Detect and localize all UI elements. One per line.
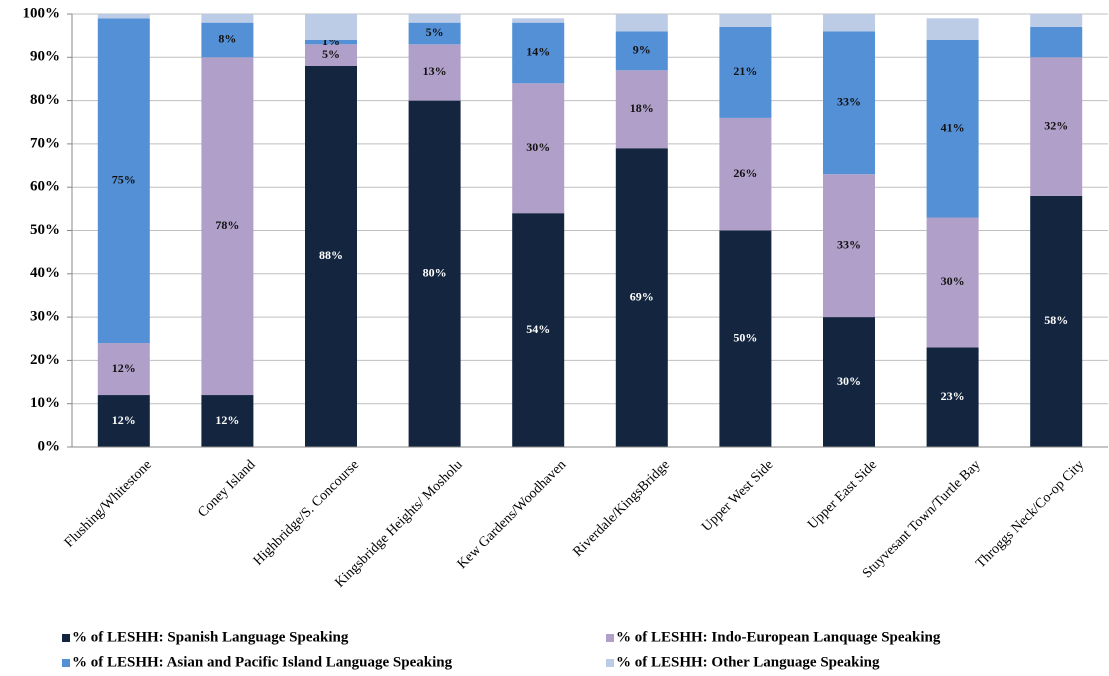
value-label: 12% <box>112 413 136 427</box>
y-tick-label: 60% <box>30 179 60 195</box>
bar-segment <box>1030 57 1083 196</box>
y-tick-label: 10% <box>30 395 60 411</box>
bar-segment <box>926 18 979 40</box>
value-label: 78% <box>215 218 239 232</box>
x-tick-label: Highbridge/S. Concourse <box>251 457 362 568</box>
value-label: 75% <box>112 172 136 186</box>
bar-segment <box>201 14 254 23</box>
bar-segment <box>201 57 254 396</box>
y-tick-label: 90% <box>30 49 60 65</box>
bar-segment <box>1030 195 1083 447</box>
bar-segment <box>512 22 565 84</box>
bar-segment <box>926 347 979 447</box>
bar-segment <box>201 395 254 447</box>
bar-segment <box>305 14 357 40</box>
bar-segment <box>615 31 668 71</box>
y-tick-label: 30% <box>30 309 60 325</box>
bar-segment <box>97 343 150 396</box>
bar-segment <box>719 26 772 118</box>
value-label: 9% <box>633 43 651 57</box>
bar-segment <box>97 395 150 447</box>
bar-segment <box>1030 26 1083 58</box>
bar-segment <box>719 230 772 447</box>
bar-segment <box>512 18 565 23</box>
value-label: 50% <box>733 331 757 345</box>
value-label: 12% <box>112 361 136 375</box>
value-label: 58% <box>1044 313 1068 327</box>
value-label: 30% <box>941 274 965 288</box>
x-tick-label: Upper West Side <box>699 457 776 534</box>
x-tick-label: Upper East Side <box>805 457 880 532</box>
bar-segment <box>97 14 150 19</box>
value-label: 26% <box>733 166 757 180</box>
value-label: 12% <box>215 413 239 427</box>
bar-segment <box>823 174 875 318</box>
y-tick-label: 0% <box>38 438 61 454</box>
value-label: 88% <box>319 248 343 262</box>
value-label: 18% <box>630 101 654 115</box>
bar-segment <box>823 31 875 175</box>
y-tick-label: 70% <box>30 135 60 151</box>
value-label: 30% <box>526 140 550 154</box>
value-label: 8% <box>218 32 236 46</box>
y-tick-label: 80% <box>30 92 60 108</box>
y-tick-label: 50% <box>30 222 60 238</box>
bar-segment <box>926 217 979 348</box>
x-tick-label: Flushing/Whitestone <box>62 457 155 550</box>
y-tick-label: 40% <box>30 265 60 281</box>
value-label: 41% <box>941 120 965 134</box>
legend-swatch <box>62 659 70 667</box>
bar-segment <box>615 14 668 32</box>
value-label: 13% <box>423 64 447 78</box>
bar-segment <box>305 44 357 66</box>
value-label: 80% <box>423 266 447 280</box>
bar-segment <box>719 117 772 231</box>
x-tick-label: Riverdale/KingsBridge <box>570 457 672 559</box>
value-label: 33% <box>837 95 861 109</box>
y-tick-label: 100% <box>23 5 61 21</box>
legend-label: % of LESHH: Other Language Speaking <box>616 654 880 670</box>
bar-segment <box>1030 14 1083 27</box>
x-tick-label: Coney Island <box>195 457 258 520</box>
bar-segment <box>615 148 668 448</box>
bar-segment <box>823 14 875 32</box>
bar-segment <box>201 22 254 58</box>
value-label: 23% <box>941 389 965 403</box>
bar-segment <box>823 317 875 447</box>
legend-label: % of LESHH: Indo-European Lanquage Speak… <box>616 629 941 645</box>
value-label: 5% <box>322 47 340 61</box>
bar-segment <box>305 65 357 448</box>
value-label: 54% <box>526 322 550 336</box>
legend-label: % of LESHH: Spanish Language Speaking <box>72 629 349 645</box>
value-label: 69% <box>630 289 654 303</box>
bar-segment <box>305 39 357 45</box>
value-label: 33% <box>837 237 861 251</box>
bar-segment <box>615 70 668 149</box>
y-tick-label: 20% <box>30 352 60 368</box>
legend-swatch <box>606 659 614 667</box>
x-tick-label: Kew Gardens/Woodhaven <box>455 457 570 572</box>
bar-segment <box>408 100 461 447</box>
value-label: 21% <box>733 64 757 78</box>
value-label: 30% <box>837 374 861 388</box>
bar-segment <box>512 213 565 447</box>
bar-segment <box>408 22 461 45</box>
legend-swatch <box>606 634 614 642</box>
legend-label: % of LESHH: Asian and Pacific Island Lan… <box>72 654 453 670</box>
bar-segment <box>408 14 461 23</box>
value-label: 14% <box>526 45 550 59</box>
bar-segment <box>719 14 772 27</box>
x-tick-label: Throggs Neck/Co-op City <box>973 457 1087 571</box>
value-label: 5% <box>426 25 444 39</box>
bar-segment <box>97 18 150 344</box>
legend-swatch <box>62 634 70 642</box>
x-tick-label: Stuyvesant Town/Turtle Bay <box>860 457 984 581</box>
bar-segment <box>512 83 565 214</box>
bar-segment <box>408 44 461 101</box>
value-label: 32% <box>1044 118 1068 132</box>
bar-segment <box>926 39 979 218</box>
